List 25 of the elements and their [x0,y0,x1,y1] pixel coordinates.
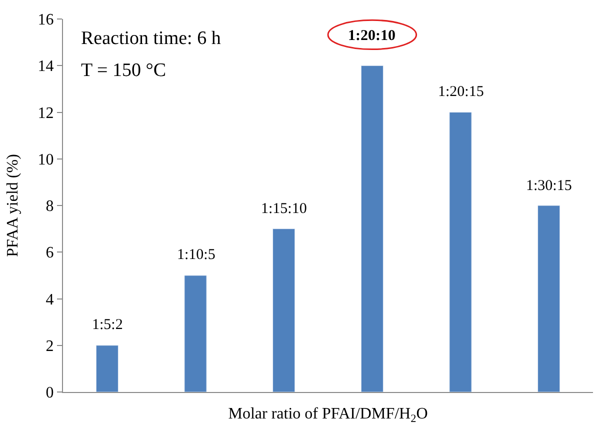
bar [449,112,472,392]
y-tick-label: 16 [38,12,54,29]
y-tick-label: 8 [46,198,54,216]
y-tick-label: 14 [38,58,54,76]
x-tick-label: 1:20:10 [348,28,396,44]
bar [184,275,207,392]
y-tick-label: 6 [46,244,54,262]
bar [272,228,296,392]
x-tick-label: 1:30:15 [526,178,572,194]
x-tick-label: 1:10:5 [177,247,216,263]
annotation: T = 150 °C [81,60,166,81]
y-axis-title: PFAA yield (%) [4,154,22,257]
x-axis-title: Molar ratio of PFAI/DMF/H$_{2}$O [228,406,428,426]
y-tick-label: 10 [38,151,54,168]
x-tick-label: 1:20:15 [438,84,484,100]
annotation: Reaction time: 6 h [81,28,222,49]
bar [538,205,560,392]
y-tick-label: 12 [38,104,54,122]
bar [96,345,118,392]
y-tick-label: 0 [46,384,54,402]
x-tick-label: 1:15:10 [261,201,307,217]
y-tick-label: 4 [46,291,54,308]
bar [360,65,384,392]
x-tick-label: 1:5:2 [92,317,123,333]
y-tick-label: 2 [46,338,54,355]
